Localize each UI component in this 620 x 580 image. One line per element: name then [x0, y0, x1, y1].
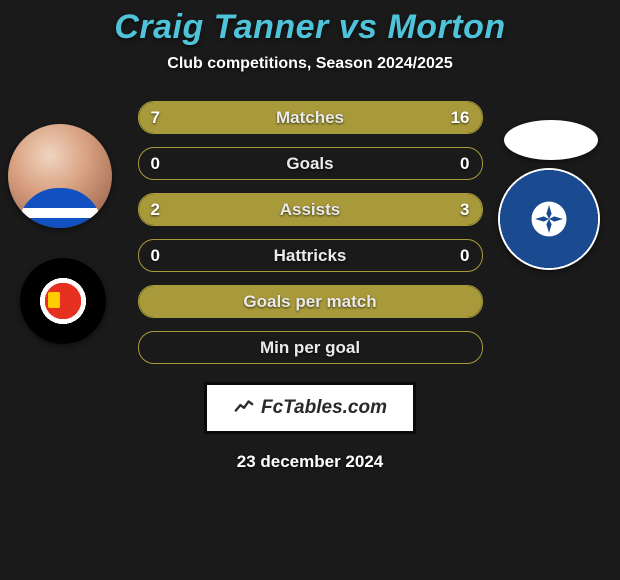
stats-container: 7 Matches 16 0 Goals 0 2 Assists 3 0 Hattricks 0 Goa… [138, 101, 483, 364]
date-label: 23 december 2024 [237, 452, 384, 472]
stat-row: 0 Goals 0 [138, 147, 483, 180]
stat-label: Goals [286, 154, 333, 174]
brand-icon [233, 395, 255, 422]
stat-left-value: 0 [151, 246, 160, 266]
stat-row: Min per goal [138, 331, 483, 364]
opponent-club-badge [498, 168, 600, 270]
stat-row: Goals per match [138, 285, 483, 318]
stat-row: 7 Matches 16 [138, 101, 483, 134]
stat-left-value: 0 [151, 154, 160, 174]
stat-right-value: 0 [460, 154, 469, 174]
player-avatar [8, 124, 112, 228]
stat-label: Hattricks [274, 246, 347, 266]
stat-right-value: 0 [460, 246, 469, 266]
stat-left-value: 2 [151, 200, 160, 220]
stat-row: 0 Hattricks 0 [138, 239, 483, 272]
stat-right-value: 3 [460, 200, 469, 220]
opponent-flag [504, 120, 598, 160]
stat-row: 2 Assists 3 [138, 193, 483, 226]
subtitle: Club competitions, Season 2024/2025 [167, 55, 452, 73]
brand-text: FcTables.com [261, 397, 387, 419]
stat-label: Min per goal [260, 338, 360, 358]
stat-label: Assists [280, 200, 340, 220]
comparison-card: Craig Tanner vs Morton Club competitions… [0, 0, 620, 580]
stat-left-value: 7 [151, 108, 160, 128]
player-club-badge [20, 258, 106, 344]
page-title: Craig Tanner vs Morton [114, 8, 505, 47]
brand-badge: FcTables.com [204, 382, 416, 434]
stat-label: Matches [276, 108, 344, 128]
stat-label: Goals per match [243, 292, 376, 312]
stat-right-value: 16 [451, 108, 470, 128]
